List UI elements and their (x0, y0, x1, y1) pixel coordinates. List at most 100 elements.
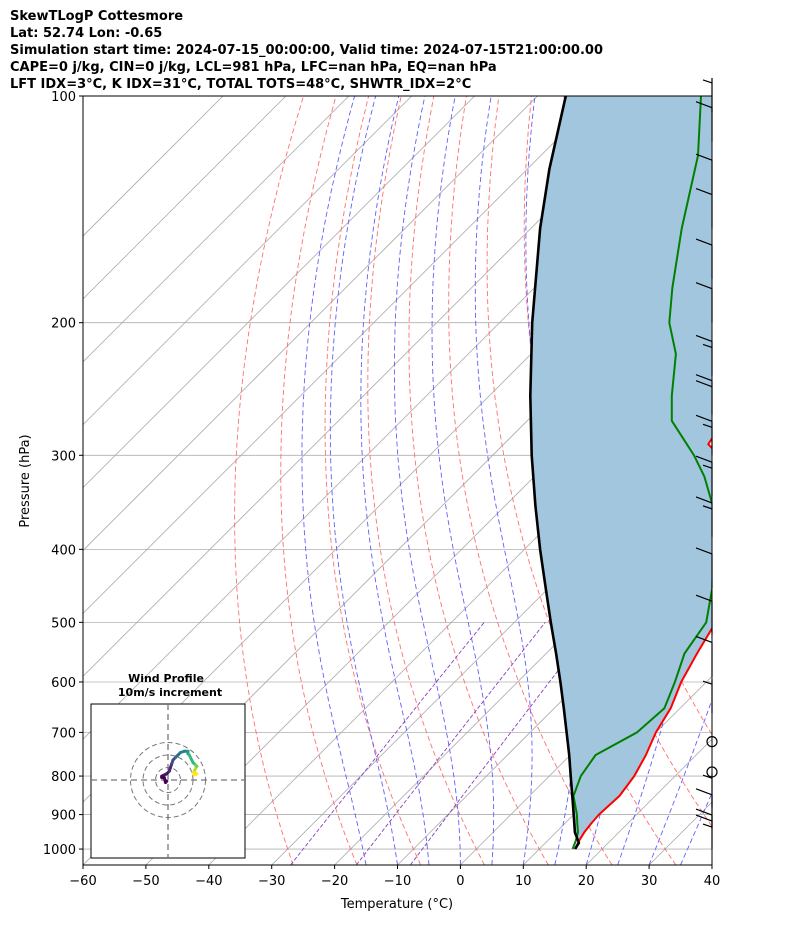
dry-adiabat (727, 96, 794, 865)
moist-adiabat (329, 96, 398, 865)
moist-adiabat (617, 96, 699, 865)
x-tick-label: 40 (704, 874, 721, 889)
barb-half-flag (702, 423, 713, 428)
barb-flag (695, 594, 713, 602)
wind-barb (695, 455, 713, 497)
x-tick-label: −20 (321, 874, 348, 889)
time-line: Simulation start time: 2024-07-15_00:00:… (10, 43, 603, 58)
wind-barb (695, 374, 713, 415)
wind-barb (695, 414, 713, 456)
wind-barb (695, 635, 713, 677)
barb-flag (695, 101, 713, 109)
barb-half-flag (702, 464, 713, 469)
x-tick-label: 0 (456, 874, 464, 889)
barb-flag (695, 374, 713, 382)
barb-flag (695, 380, 713, 388)
moist-adiabat (431, 96, 495, 865)
moist-adiabat (648, 698, 712, 865)
barb-flag (695, 788, 713, 796)
moist-adiabat (393, 96, 461, 865)
x-tick-label: 30 (641, 874, 658, 889)
wind-barb (695, 496, 713, 537)
isotherm-gridline (334, 487, 712, 865)
wind-barb (695, 238, 713, 280)
isotherm-gridline (83, 96, 350, 363)
barb-flag (695, 635, 713, 644)
calm-wind-circle (706, 736, 718, 748)
y-tick-label: 400 (51, 543, 76, 558)
y-axis-label: Pressure (hPa) (18, 434, 33, 527)
y-tick-label: 1000 (43, 843, 76, 858)
y-tick-label: 500 (51, 616, 76, 631)
barb-flag (695, 414, 713, 422)
inset-subtitle: 10m/s increment (118, 686, 222, 699)
x-tick-label: 10 (515, 874, 532, 889)
wind-barb (706, 766, 718, 778)
x-tick-label: 20 (578, 874, 595, 889)
barb-half-flag (702, 774, 713, 779)
isotherm-gridline (83, 96, 664, 677)
dry-adiabat (367, 96, 485, 865)
chart-header: SkewTLogP Cottesmore Lat: 52.74 Lon: -0.… (10, 8, 603, 93)
barb-flag (695, 238, 713, 246)
dry-adiabat (324, 96, 422, 865)
isotherm-gridline (145, 298, 712, 865)
wind-barb (695, 547, 713, 588)
moist-adiabat (301, 96, 367, 865)
inset-title: Wind Profile (128, 672, 204, 685)
moist-adiabat (360, 96, 430, 865)
isotherm-gridline (711, 864, 712, 865)
temperature-line (574, 436, 712, 850)
dry-adiabat (280, 96, 358, 865)
wind-barb (695, 594, 713, 636)
chart-title: SkewTLogP Cottesmore (10, 9, 184, 24)
isotherm-gridline (83, 96, 475, 489)
location-line: Lat: 52.74 Lon: -0.65 (10, 26, 163, 41)
wind-barb (695, 153, 713, 195)
barb-flag (695, 496, 713, 504)
stability-line-1: CAPE=0 j/kg, CIN=0 j/kg, LCL=981 hPa, LF… (10, 60, 497, 75)
cin-shading (530, 96, 712, 849)
isotherm-gridline (83, 96, 224, 237)
mixing-ratio-line (355, 622, 546, 865)
moist-adiabat (474, 96, 533, 865)
hodograph-segment (192, 772, 199, 777)
barb-flag (695, 153, 713, 161)
isotherm-gridline (83, 96, 601, 614)
barb-flag (695, 455, 713, 463)
y-tick-label: 300 (51, 449, 76, 464)
dry-adiabat (448, 96, 613, 865)
barb-flag (695, 188, 713, 196)
mixing-ratio-line (410, 622, 596, 865)
y-tick-label: 800 (51, 770, 76, 785)
barb-half-flag (702, 823, 713, 828)
barb-flag (695, 334, 713, 342)
calm-wind-circle (706, 766, 718, 778)
barb-half-flag (702, 680, 713, 685)
wind-barb (695, 282, 713, 323)
x-tick-label: −30 (258, 874, 285, 889)
y-tick-label: 100 (51, 90, 76, 105)
barb-flag (695, 547, 713, 555)
y-tick-label: 600 (51, 676, 76, 691)
moist-adiabat (711, 863, 712, 865)
wind-barb (702, 77, 713, 112)
wind-barb (702, 773, 713, 808)
x-tick-label: −50 (132, 874, 159, 889)
barb-half-flag (702, 505, 713, 510)
x-tick-label: −10 (384, 874, 411, 889)
isotherm-gridline (397, 549, 712, 865)
y-tick-label: 900 (51, 809, 76, 824)
y-tick-label: 200 (51, 317, 76, 332)
wind-barb (706, 736, 718, 748)
stability-line-2: LFT IDX=3°C, K IDX=31°C, TOTAL TOTS=48°C… (10, 77, 472, 92)
dry-adiabat (408, 96, 549, 865)
wind-barb (695, 188, 713, 229)
x-tick-label: −40 (195, 874, 222, 889)
barb-flag (695, 282, 713, 290)
barb-flag (695, 814, 713, 822)
parcel-path-line (529, 96, 581, 850)
barb-flag (695, 808, 713, 816)
hodograph-inset: Wind Profile 10m/s increment (90, 672, 246, 859)
